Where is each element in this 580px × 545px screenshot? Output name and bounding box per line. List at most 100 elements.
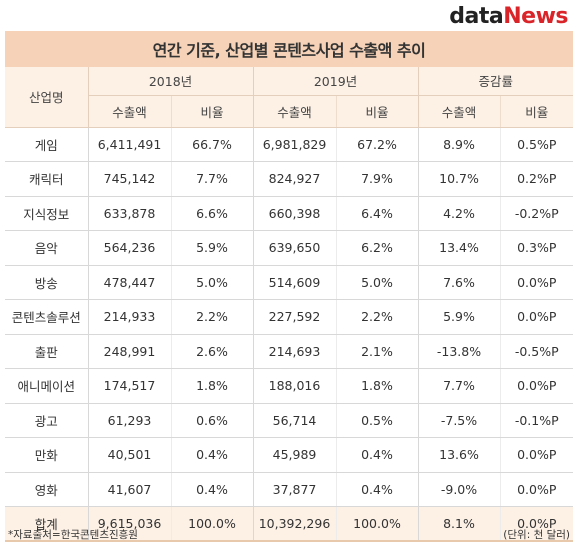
ratio-2019: 0.4%: [336, 472, 419, 507]
ratio-2018: 6.6%: [171, 196, 254, 231]
export-2019: 824,927: [253, 161, 337, 197]
table-row: 만화 40,501 0.4% 45,989 0.4% 13.6% 0.0%P: [5, 437, 574, 473]
header-2018-export: 수출액: [88, 95, 172, 128]
table-row: 지식정보 633,878 6.6% 660,398 6.4% 4.2% -0.2…: [5, 196, 574, 231]
industry-name: 게임: [5, 127, 89, 162]
export-2018: 248,991: [88, 334, 172, 369]
ratio-2018: 5.0%: [171, 265, 254, 300]
export-2019: 660,398: [253, 196, 337, 231]
export-2019: 6,981,829: [253, 127, 337, 162]
header-growth: 증감률: [418, 67, 574, 96]
table-row: 애니메이션 174,517 1.8% 188,016 1.8% 7.7% 0.0…: [5, 368, 574, 404]
datanews-logo: dataNews: [449, 6, 568, 28]
total-ratio-2019: 100.0%: [336, 506, 419, 542]
ratio-2019: 7.9%: [336, 161, 419, 197]
growth-export: 13.4%: [418, 230, 501, 266]
growth-export: 13.6%: [418, 437, 501, 473]
growth-export: 10.7%: [418, 161, 501, 197]
ratio-2019: 1.8%: [336, 368, 419, 404]
export-2018: 214,933: [88, 299, 172, 335]
ratio-2018: 0.4%: [171, 437, 254, 473]
logo-part-news: News: [503, 4, 568, 29]
export-2018: 633,878: [88, 196, 172, 231]
industry-name: 광고: [5, 403, 89, 438]
table-row: 콘텐츠솔루션 214,933 2.2% 227,592 2.2% 5.9% 0.…: [5, 299, 574, 335]
ratio-2018: 2.2%: [171, 299, 254, 335]
growth-export: -13.8%: [418, 334, 501, 369]
export-2018: 6,411,491: [88, 127, 172, 162]
export-2019: 188,016: [253, 368, 337, 404]
table-row: 방송 478,447 5.0% 514,609 5.0% 7.6% 0.0%P: [5, 265, 574, 300]
export-2019: 639,650: [253, 230, 337, 266]
table-row: 캐릭터 745,142 7.7% 824,927 7.9% 10.7% 0.2%…: [5, 161, 574, 197]
industry-name: 방송: [5, 265, 89, 300]
industry-name: 만화: [5, 437, 89, 473]
growth-ratio: -0.1%P: [500, 403, 574, 438]
header-2018: 2018년: [88, 67, 254, 96]
export-2018: 40,501: [88, 437, 172, 473]
ratio-2019: 5.0%: [336, 265, 419, 300]
export-2018: 174,517: [88, 368, 172, 404]
industry-name: 출판: [5, 334, 89, 369]
total-growth-export: 8.1%: [418, 506, 501, 542]
export-2019: 45,989: [253, 437, 337, 473]
growth-export: 4.2%: [418, 196, 501, 231]
unit-note: (단위: 천 달러): [503, 529, 570, 541]
industry-name: 음악: [5, 230, 89, 266]
growth-ratio: -0.5%P: [500, 334, 574, 369]
ratio-2018: 7.7%: [171, 161, 254, 197]
industry-name: 캐릭터: [5, 161, 89, 197]
growth-export: 5.9%: [418, 299, 501, 335]
ratio-2019: 0.4%: [336, 437, 419, 473]
ratio-2018: 2.6%: [171, 334, 254, 369]
header-2019-ratio: 비율: [336, 95, 419, 128]
ratio-2018: 5.9%: [171, 230, 254, 266]
growth-ratio: 0.0%P: [500, 472, 574, 507]
export-2019: 56,714: [253, 403, 337, 438]
total-export-2018: 9,615,036: [88, 506, 172, 542]
export-2018: 564,236: [88, 230, 172, 266]
export-2018: 61,293: [88, 403, 172, 438]
table-row: 광고 61,293 0.6% 56,714 0.5% -7.5% -0.1%P: [5, 403, 574, 438]
table-title: 연간 기준, 산업별 콘텐츠사업 수출액 추이: [152, 41, 426, 60]
header-2019-export: 수출액: [253, 95, 337, 128]
header-2018-ratio: 비율: [171, 95, 254, 128]
industry-name: 영화: [5, 472, 89, 507]
industry-name: 지식정보: [5, 196, 89, 231]
ratio-2018: 1.8%: [171, 368, 254, 404]
growth-ratio: -0.2%P: [500, 196, 574, 231]
table-row: 출판 248,991 2.6% 214,693 2.1% -13.8% -0.5…: [5, 334, 574, 369]
table-row: 영화 41,607 0.4% 37,877 0.4% -9.0% 0.0%P: [5, 472, 574, 507]
growth-ratio: 0.0%P: [500, 265, 574, 300]
export-2018: 41,607: [88, 472, 172, 507]
total-export-2019: 10,392,296: [253, 506, 337, 542]
growth-export: 7.7%: [418, 368, 501, 404]
growth-ratio: 0.5%P: [500, 127, 574, 162]
industry-name: 콘텐츠솔루션: [5, 299, 89, 335]
table-row: 게임 6,411,491 66.7% 6,981,829 67.2% 8.9% …: [5, 127, 574, 162]
total-growth-ratio: 0.0%P: [500, 506, 574, 542]
growth-ratio: 0.0%P: [500, 299, 574, 335]
total-label: 합계: [5, 506, 89, 542]
growth-ratio: 0.2%P: [500, 161, 574, 197]
growth-export: -7.5%: [418, 403, 501, 438]
export-2018: 745,142: [88, 161, 172, 197]
header-industry: 산업명: [5, 67, 89, 128]
growth-export: -9.0%: [418, 472, 501, 507]
header-2019: 2019년: [253, 67, 419, 96]
export-2019: 514,609: [253, 265, 337, 300]
growth-ratio: 0.3%P: [500, 230, 574, 266]
industry-name: 애니메이션: [5, 368, 89, 404]
header-growth-export: 수출액: [418, 95, 501, 128]
ratio-2019: 2.1%: [336, 334, 419, 369]
ratio-2019: 2.2%: [336, 299, 419, 335]
ratio-2019: 6.4%: [336, 196, 419, 231]
title-bar: 연간 기준, 산업별 콘텐츠사업 수출액 추이: [5, 31, 573, 67]
ratio-2019: 6.2%: [336, 230, 419, 266]
growth-ratio: 0.0%P: [500, 368, 574, 404]
growth-export: 8.9%: [418, 127, 501, 162]
source-note: *자료출처=한국콘텐츠진흥원: [8, 529, 138, 541]
header-growth-ratio: 비율: [500, 95, 574, 128]
ratio-2018: 66.7%: [171, 127, 254, 162]
table-row: 음악 564,236 5.9% 639,650 6.2% 13.4% 0.3%P: [5, 230, 574, 266]
